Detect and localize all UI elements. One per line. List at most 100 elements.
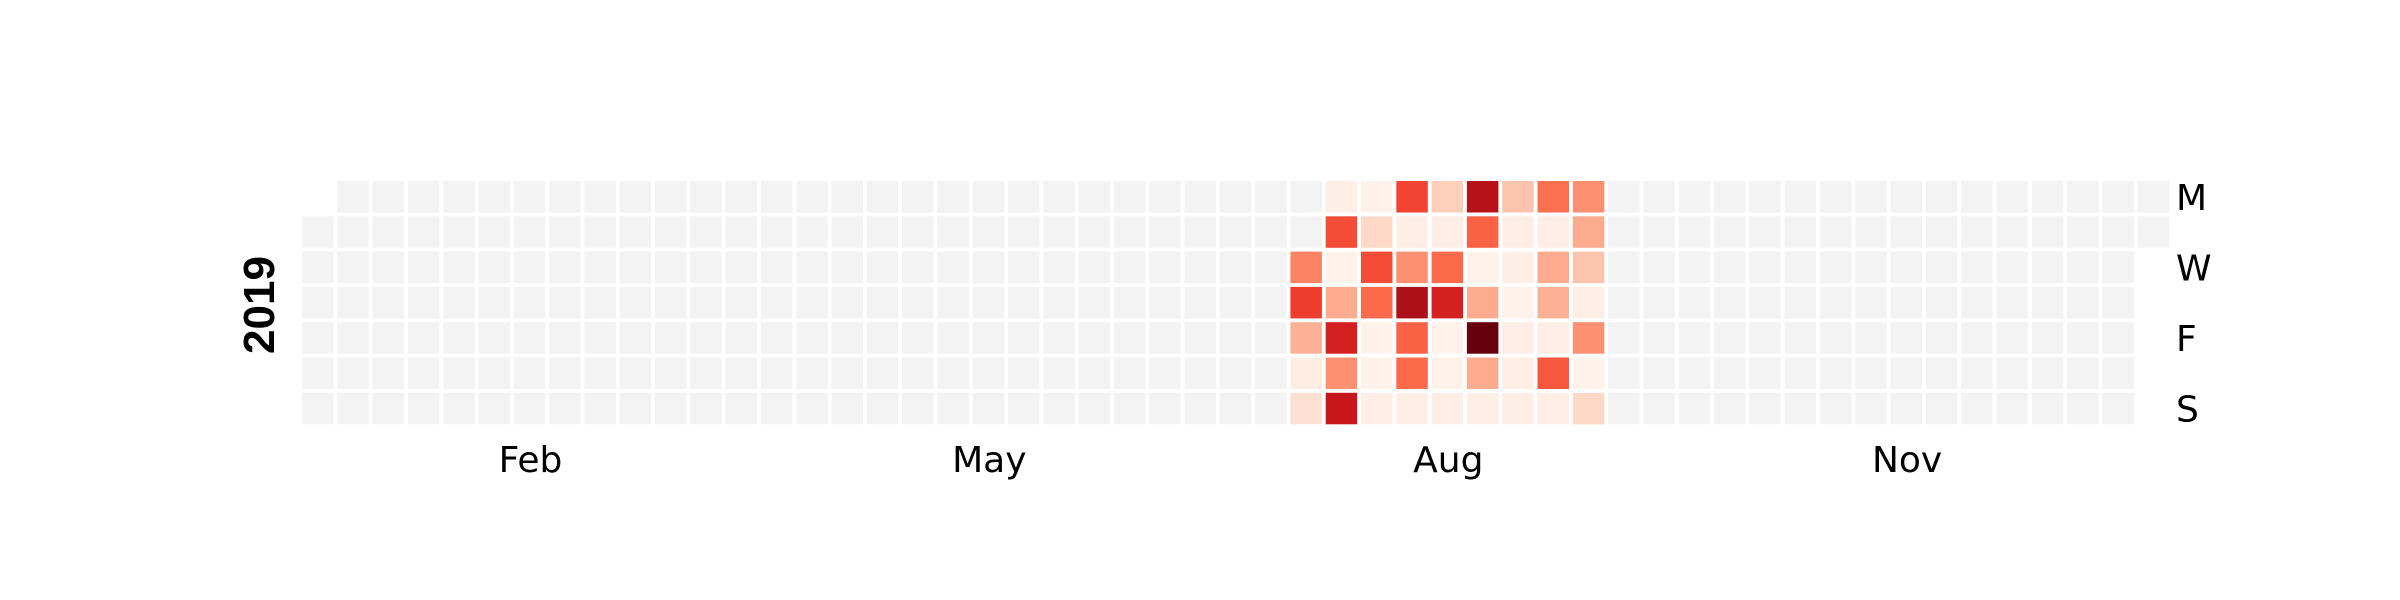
heatmap-cell — [1466, 251, 1499, 284]
heatmap-cell — [690, 286, 722, 319]
heatmap-cell — [1325, 251, 1358, 284]
heatmap-cell — [1396, 357, 1428, 389]
heatmap-cell — [902, 181, 934, 213]
heatmap-cell — [584, 322, 616, 354]
heatmap-cell — [584, 181, 616, 213]
heatmap-cell — [972, 216, 1005, 248]
heatmap-cell — [1290, 322, 1322, 354]
heatmap-cell — [337, 392, 369, 425]
heatmap-cell — [549, 392, 581, 425]
heatmap-cell — [1184, 216, 1216, 248]
heatmap-cell — [1890, 251, 1922, 284]
heatmap-cell — [1996, 322, 2028, 354]
heatmap-cell — [549, 216, 581, 248]
heatmap-cell — [1078, 392, 1111, 425]
heatmap-cell — [2031, 216, 2064, 248]
heatmap-cell — [1255, 322, 1287, 354]
heatmap-cell — [1290, 216, 1322, 248]
heatmap-cell — [1572, 216, 1605, 248]
heatmap-cell — [1255, 251, 1287, 284]
heatmap-cell — [1113, 216, 1146, 248]
heatmap-cell — [1325, 392, 1358, 425]
heatmap-cell — [1219, 392, 1252, 425]
heatmap-cell — [2102, 181, 2134, 213]
heatmap-cell — [478, 392, 510, 425]
heatmap-cell — [337, 357, 369, 389]
heatmap-cell — [337, 251, 369, 284]
heatmap-cell — [584, 286, 616, 319]
heatmap-cell — [1643, 392, 1675, 425]
heatmap-cell — [2067, 322, 2099, 354]
heatmap-cell — [1855, 392, 1887, 425]
heatmap-cell — [1961, 216, 1993, 248]
heatmap-cell — [937, 357, 969, 389]
heatmap-cell — [1466, 216, 1499, 248]
heatmap-cell — [1996, 392, 2028, 425]
heatmap-cell — [972, 251, 1005, 284]
month-label: Aug — [1413, 440, 1483, 481]
heatmap-cell — [478, 286, 510, 319]
heatmap-cell — [655, 322, 687, 354]
heatmap-cell — [1643, 251, 1675, 284]
heatmap-cell — [655, 181, 687, 213]
heatmap-cell — [443, 216, 475, 248]
heatmap-cell — [1078, 216, 1111, 248]
heatmap-cell — [1608, 216, 1640, 248]
heatmap-cell — [1078, 251, 1111, 284]
heatmap-cell — [1537, 251, 1569, 284]
heatmap-cell — [1678, 322, 1711, 354]
heatmap-cell — [2102, 392, 2134, 425]
heatmap-cell — [1961, 286, 1993, 319]
heatmap-cell — [1113, 322, 1146, 354]
heatmap-cell — [302, 251, 334, 284]
heatmap-cell — [549, 251, 581, 284]
heatmap-cell — [866, 392, 899, 425]
heatmap-cell — [1925, 216, 1958, 248]
heatmap-cell — [1608, 357, 1640, 389]
heatmap-cell — [1361, 392, 1393, 425]
heatmap-cell — [796, 357, 828, 389]
heatmap-cell — [1643, 322, 1675, 354]
heatmap-cell — [1537, 322, 1569, 354]
heatmap-cell — [1325, 357, 1358, 389]
heatmap-cell — [478, 357, 510, 389]
heatmap-cell — [1855, 286, 1887, 319]
heatmap-cell — [1714, 216, 1746, 248]
heatmap-cell — [2067, 251, 2099, 284]
heatmap-cell — [337, 181, 369, 213]
heatmap-cell — [619, 357, 652, 389]
heatmap-cell — [1572, 392, 1605, 425]
heatmap-cell — [725, 181, 758, 213]
heatmap-cell — [1819, 392, 1852, 425]
heatmap-cell — [796, 322, 828, 354]
heatmap-cell — [619, 286, 652, 319]
heatmap-cell — [478, 322, 510, 354]
heatmap-cell — [1996, 181, 2028, 213]
heatmap-cell — [1925, 322, 1958, 354]
heatmap-cell — [1502, 357, 1534, 389]
month-label: May — [952, 440, 1026, 481]
heatmap-cell — [407, 392, 440, 425]
heatmap-cell — [513, 251, 546, 284]
heatmap-cell — [1537, 216, 1569, 248]
heatmap-cell — [796, 392, 828, 425]
heatmap-cell — [972, 181, 1005, 213]
heatmap-cell — [655, 357, 687, 389]
heatmap-cell — [690, 322, 722, 354]
heatmap-cell — [1996, 216, 2028, 248]
heatmap-cell — [2067, 357, 2099, 389]
heatmap-cell — [1749, 286, 1781, 319]
month-label: Nov — [1872, 440, 1942, 481]
heatmap-cell — [1008, 322, 1040, 354]
heatmap-cell — [549, 286, 581, 319]
heatmap-cell — [1925, 286, 1958, 319]
heatmap-cell — [1714, 392, 1746, 425]
heatmap-cell — [1396, 392, 1428, 425]
heatmap-cell — [1714, 286, 1746, 319]
heatmap-cell — [725, 216, 758, 248]
heatmap-cell — [690, 216, 722, 248]
heatmap-cell — [1572, 181, 1605, 213]
heatmap-cell — [1714, 181, 1746, 213]
heatmap-cell — [937, 322, 969, 354]
day-label: S — [2176, 390, 2199, 431]
